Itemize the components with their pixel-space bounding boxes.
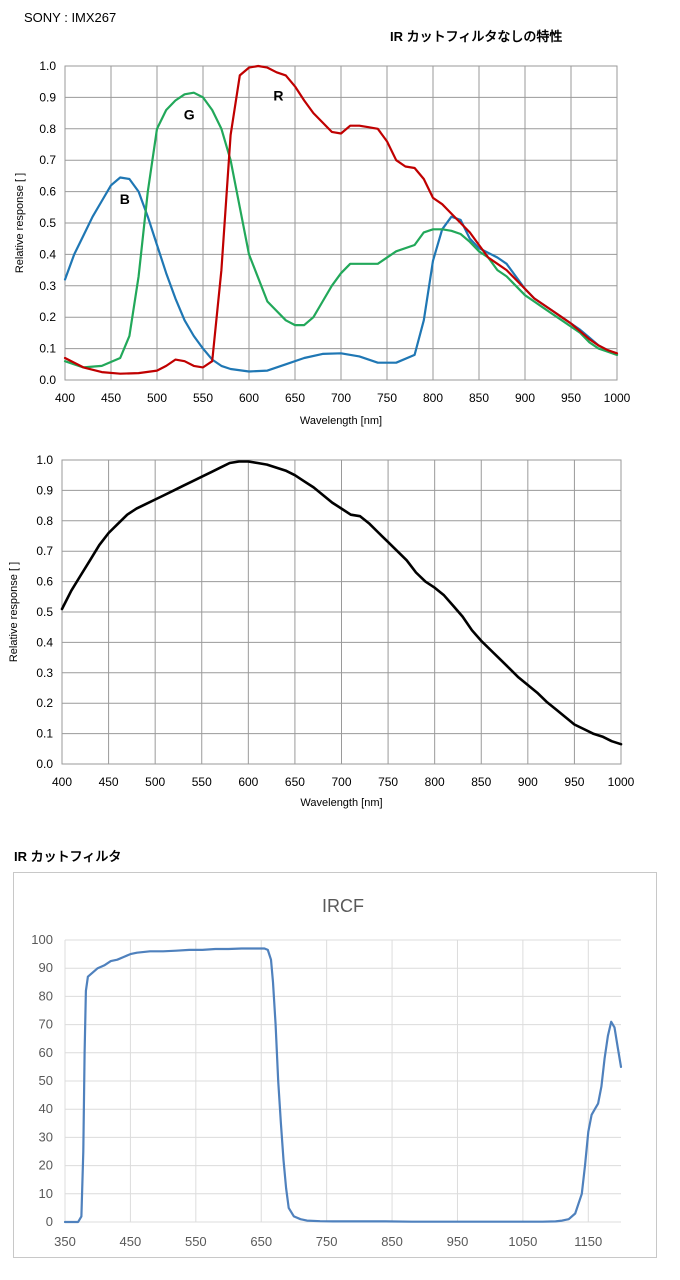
y-tick-label: 0.9	[36, 483, 53, 497]
plot-frame	[61, 459, 622, 765]
series-line	[63, 947, 623, 1224]
y-tick-label: 90	[39, 960, 53, 975]
y-tick-label: 0.0	[36, 757, 53, 771]
x-tick-label: 350	[54, 1234, 76, 1249]
y-tick-label: 100	[31, 932, 53, 947]
series-line-r	[63, 64, 619, 375]
series-label-b: B	[120, 191, 130, 207]
x-tick-label: 450	[101, 391, 121, 405]
y-tick-label: 0.1	[39, 342, 56, 356]
y-tick-label: 0.6	[39, 185, 56, 199]
x-tick-label: 750	[316, 1234, 338, 1249]
chart-ir-free-mono: 400 450 500 550 600 650 700 750 800 850 900 950 1000…	[8, 453, 635, 809]
y-tick-label: 0.7	[36, 544, 53, 558]
y-tick-label: 0.7	[39, 153, 56, 167]
x-tick-label: 950	[447, 1234, 469, 1249]
y-tick-label: 0.4	[36, 635, 53, 649]
x-tick-label: 700	[331, 775, 351, 789]
y-tick-label: 40	[39, 1101, 53, 1116]
x-tick-label: 750	[377, 391, 397, 405]
x-axis-label: Wavelength [nm]	[300, 797, 382, 809]
x-tick-label: 750	[378, 775, 398, 789]
x-tick-label: 650	[285, 391, 305, 405]
y-tick-label: 0.4	[39, 247, 56, 261]
x-tick-label: 450	[120, 1234, 142, 1249]
x-tick-label: 650	[250, 1234, 272, 1249]
x-tick-label: 550	[192, 775, 212, 789]
x-tick-label: 1000	[604, 391, 631, 405]
x-tick-label: 800	[425, 775, 445, 789]
series-line-g	[63, 91, 619, 369]
y-tick-label: 0.1	[36, 727, 53, 741]
x-tick-label: 700	[331, 391, 351, 405]
y-tick-label: 80	[39, 988, 53, 1003]
y-tick-label: 60	[39, 1045, 53, 1060]
y-tick-label: 0.0	[39, 373, 56, 387]
chart-ircf-transmittance: 350 450 550 650 750 850 950 1050 1150 0 10 20 30 40 50…	[31, 896, 623, 1249]
y-tick-label: 0.6	[36, 575, 53, 589]
y-tick-label: 0.2	[36, 696, 53, 710]
x-tick-label: 550	[193, 391, 213, 405]
x-tick-label: 850	[471, 775, 491, 789]
x-tick-label: 500	[147, 391, 167, 405]
x-tick-label: 600	[239, 391, 259, 405]
y-tick-label: 0.2	[39, 310, 56, 324]
ircf-section-title: IR カットフィルタ	[14, 849, 122, 864]
y-tick-label: 50	[39, 1073, 53, 1088]
condition-title: IR カットフィルタなしの特性	[390, 29, 563, 44]
x-tick-label: 800	[423, 391, 443, 405]
x-tick-label: 500	[145, 775, 165, 789]
ircf-chart-frame	[13, 872, 657, 1258]
y-tick-label: 0.8	[39, 122, 56, 136]
y-tick-label: 0	[46, 1214, 53, 1229]
chart-ir-free-rgb: 400 450 500 550 600 650 700 750 800 850 900 950 1000…	[14, 59, 631, 427]
x-tick-label: 1050	[508, 1234, 537, 1249]
y-tick-label: 0.5	[36, 605, 53, 619]
x-tick-label: 550	[185, 1234, 207, 1249]
y-tick-label: 0.5	[39, 216, 56, 230]
y-tick-label: 70	[39, 1017, 53, 1032]
x-tick-label: 850	[381, 1234, 403, 1249]
y-tick-label: 20	[39, 1158, 53, 1173]
x-tick-label: 900	[518, 775, 538, 789]
y-tick-label: 10	[39, 1186, 53, 1201]
x-tick-label: 950	[561, 391, 581, 405]
x-axis-label: Wavelength [nm]	[300, 415, 382, 427]
x-tick-label: 1150	[574, 1234, 602, 1249]
y-tick-label: 0.8	[36, 514, 53, 528]
x-tick-label: 900	[515, 391, 535, 405]
series-label-r: R	[273, 88, 283, 104]
y-axis-label: Relative response [ ]	[8, 562, 20, 662]
y-tick-label: 30	[39, 1129, 53, 1144]
chart-title: IRCF	[322, 896, 364, 916]
y-tick-label: 1.0	[36, 453, 53, 467]
y-tick-label: 0.3	[39, 279, 56, 293]
y-tick-label: 0.9	[39, 90, 56, 104]
x-tick-label: 650	[285, 775, 305, 789]
y-tick-label: 0.3	[36, 666, 53, 680]
x-tick-label: 850	[469, 391, 489, 405]
x-tick-label: 450	[99, 775, 119, 789]
x-tick-label: 600	[238, 775, 258, 789]
y-tick-label: 1.0	[39, 59, 56, 73]
x-tick-label: 1000	[608, 775, 635, 789]
series-label-g: G	[184, 106, 195, 122]
y-axis-label: Relative response [ ]	[14, 173, 26, 273]
x-tick-label: 400	[55, 391, 75, 405]
x-tick-label: 400	[52, 775, 72, 789]
sensor-title: SONY : IMX267	[24, 10, 117, 25]
plot-frame	[64, 65, 618, 381]
series-line	[60, 460, 623, 746]
x-tick-label: 950	[564, 775, 584, 789]
